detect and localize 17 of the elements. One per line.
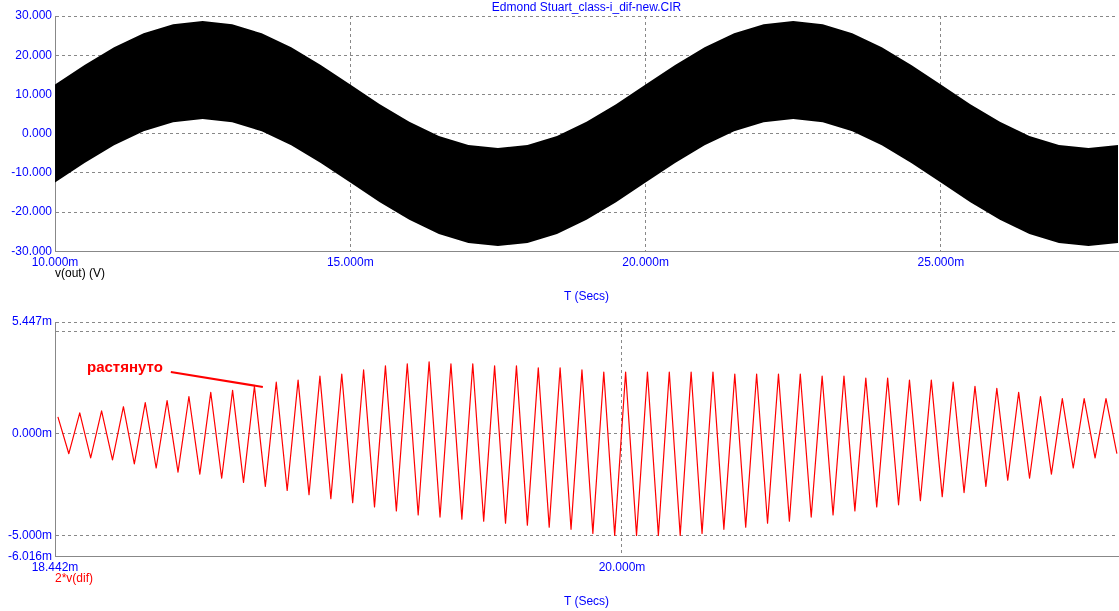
x-axis-title: T (Secs)	[563, 289, 610, 304]
y-tick-label: 0.000	[21, 125, 53, 140]
x-tick-label: 20.000m	[622, 254, 669, 269]
annotation: растянуто	[87, 358, 163, 376]
y-tick-label: -20.000	[11, 204, 53, 219]
y-tick-label: 20.000	[15, 47, 53, 62]
x-tick-label: 25.000m	[917, 254, 965, 269]
y-tick-label: 30.000	[15, 8, 53, 23]
y-tick-label: 10.000	[15, 86, 53, 101]
y-tick-label: 0.000m	[11, 425, 52, 440]
x-axis-title: T (Secs)	[563, 594, 610, 609]
x-tick-label: 20.000m	[598, 559, 646, 574]
chart-title: Edmond Stuart_class-i_dif-new.CIR	[491, 0, 682, 15]
x-tick-label: 15.000m	[326, 254, 374, 269]
y-tick-label: -5.000m	[7, 527, 52, 542]
y-tick-label: 5.447m	[11, 314, 52, 329]
y-tick-label: -10.000	[11, 165, 53, 180]
